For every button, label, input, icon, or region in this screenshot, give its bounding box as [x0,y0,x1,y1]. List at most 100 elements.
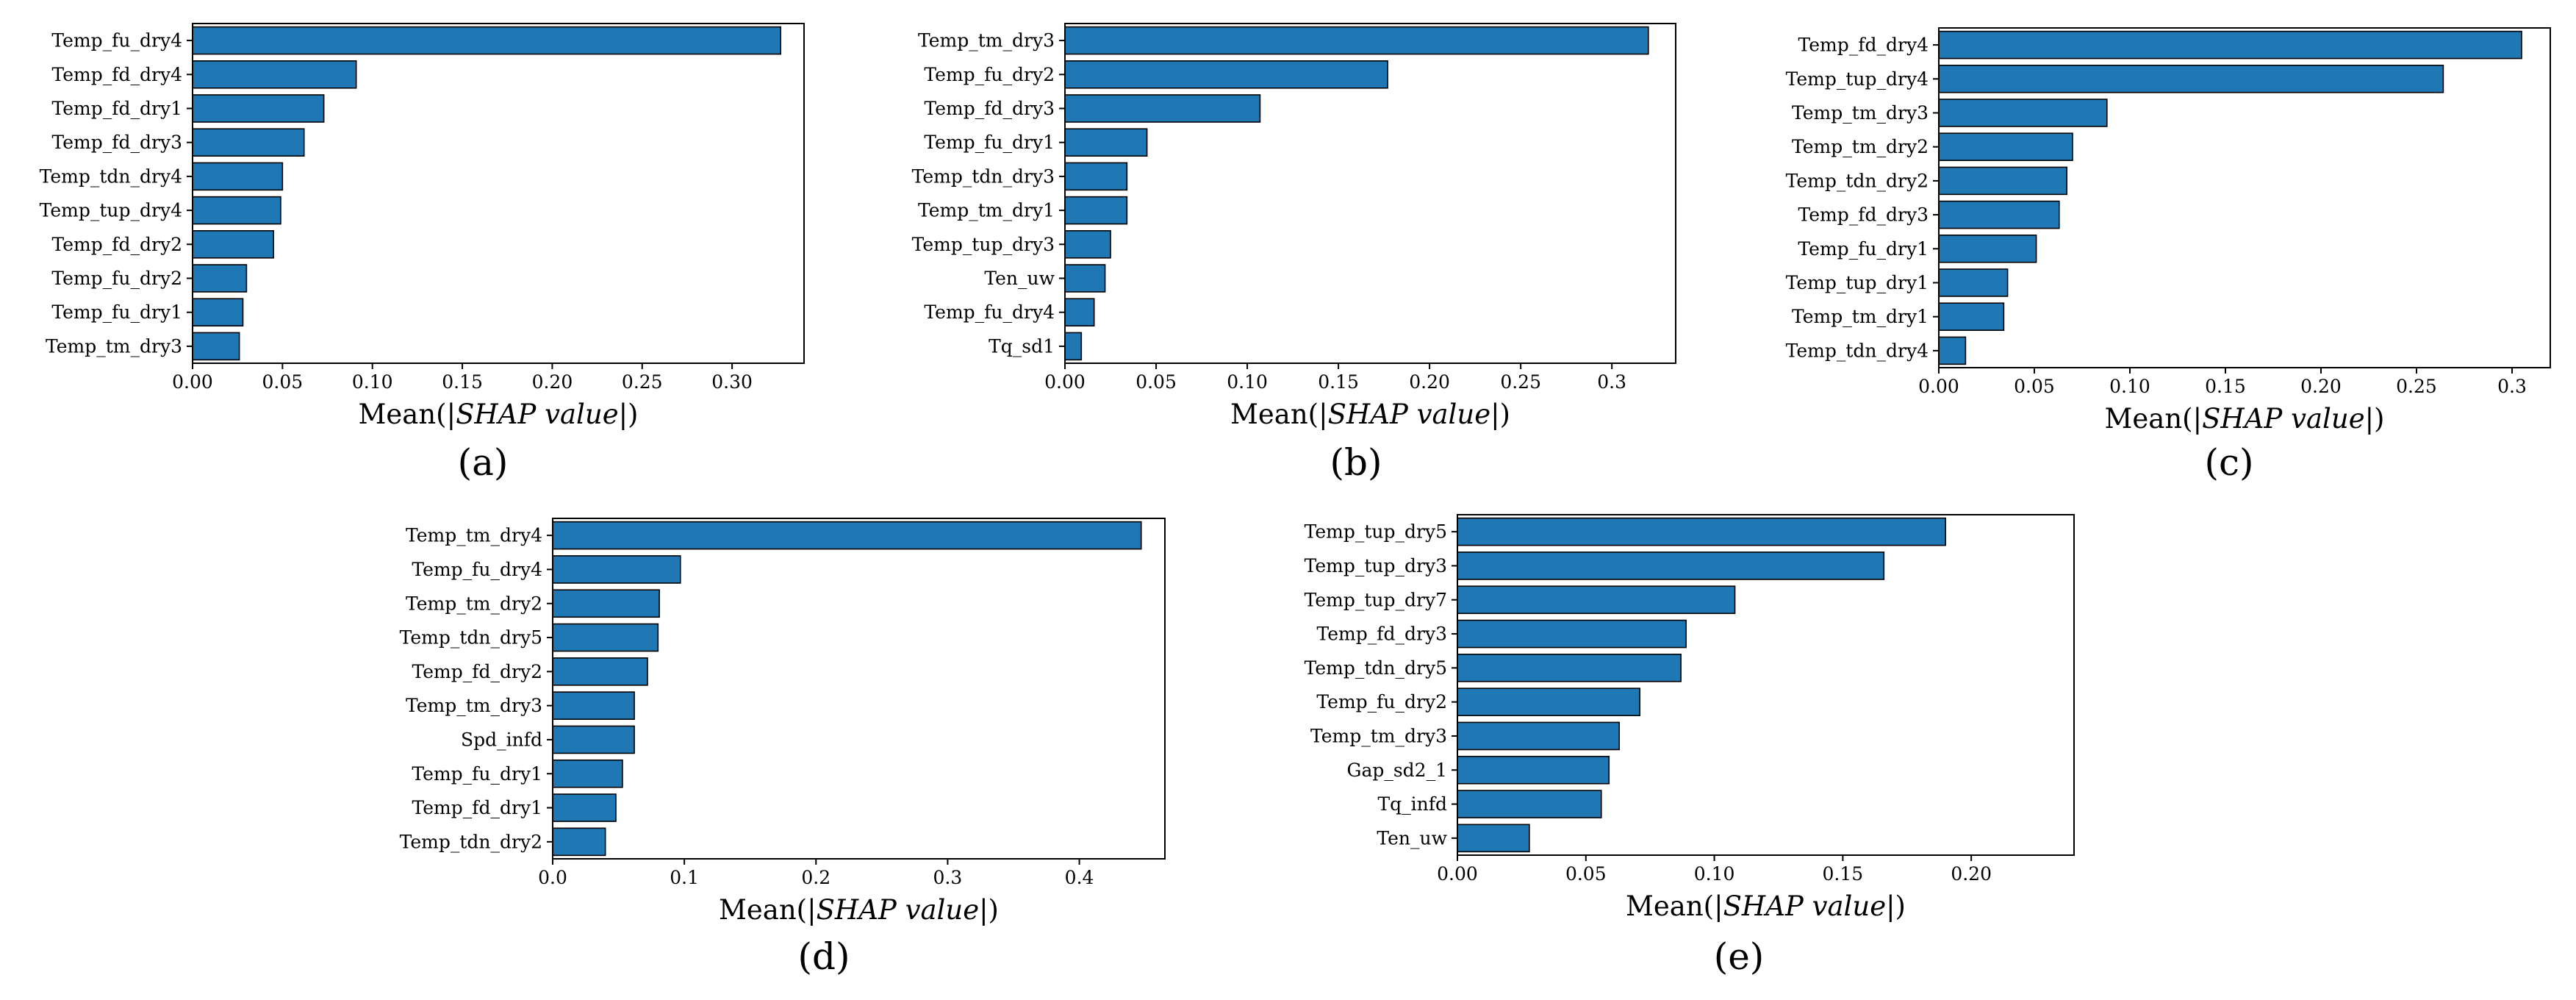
bar-e-8 [1457,790,1602,818]
ytick-label-c-3: Temp_tm_dry2 [1792,136,1929,157]
xtick-label-a-3: 0.15 [442,371,483,393]
bar-a-5 [192,196,281,225]
xtick-label-c-6: 0.3 [2497,376,2527,397]
xtick-label-c-1: 0.05 [2014,376,2055,397]
bar-c-5 [1938,200,2060,229]
ytick-label-a-1: Temp_fd_dry4 [52,64,182,85]
ytick-label-c-6: Temp_fu_dry1 [1798,238,1929,260]
bar-e-0 [1457,517,1947,546]
ytick-label-b-6: Temp_tup_dry3 [912,234,1055,255]
bar-d-9 [552,827,606,857]
panel-label-e: (e) [1714,935,1765,978]
ytick-label-b-2: Temp_fd_dry3 [925,98,1055,119]
xtick-label-a-4: 0.20 [532,371,573,393]
xtick-label-b-5: 0.25 [1500,371,1541,393]
x-axis-title-b: Mean(|SHAP value|) [1230,399,1510,430]
bar-a-9 [192,332,240,361]
ytick-label-b-9: Tq_sd1 [989,335,1055,357]
bar-b-0 [1064,26,1649,55]
bar-d-0 [552,521,1142,550]
ytick-label-e-9: Ten_uw [1377,827,1447,849]
bar-a-6 [192,230,274,259]
bar-a-3 [192,128,305,157]
ytick-label-a-5: Temp_tup_dry4 [40,200,182,221]
xtick-label-b-1: 0.05 [1135,371,1177,393]
bar-d-3 [552,623,659,652]
ytick-label-b-8: Temp_fu_dry4 [924,301,1055,323]
bar-b-6 [1064,230,1111,259]
xtick-label-a-2: 0.10 [352,371,393,393]
ytick-label-c-4: Temp_tdn_dry2 [1786,170,1929,191]
bar-d-7 [552,759,623,788]
xtick-label-b-3: 0.15 [1318,371,1359,393]
ytick-label-a-3: Temp_fd_dry3 [52,132,182,153]
ytick-label-b-5: Temp_tm_dry1 [918,200,1055,221]
ytick-label-e-4: Temp_tdn_dry5 [1305,657,1447,679]
x-axis-title-d: Mean(|SHAP value|) [719,894,999,926]
ytick-label-d-9: Temp_tdn_dry2 [400,831,542,852]
xtick-label-b-4: 0.20 [1409,371,1450,393]
ytick-label-e-8: Tq_infd [1377,793,1447,815]
ytick-label-e-1: Temp_tup_dry3 [1305,555,1447,576]
xtick-label-b-0: 0.00 [1044,371,1086,393]
bar-b-9 [1064,332,1083,361]
ytick-label-a-6: Temp_fd_dry2 [52,234,182,255]
xtick-label-d-3: 0.3 [933,867,963,888]
xtick-label-c-2: 0.10 [2109,376,2150,397]
plot-frame-a [192,23,805,364]
bar-e-9 [1457,824,1530,853]
ytick-label-b-0: Temp_tm_dry3 [918,30,1055,51]
ytick-label-e-6: Temp_tm_dry3 [1310,725,1447,746]
chart-panel-e: Temp_tup_dry5 Temp_tup_dry3 Temp_tup_dry7 T… [1305,514,2075,978]
xtick-label-e-1: 0.05 [1565,863,1607,885]
ytick-label-c-2: Temp_tm_dry3 [1792,102,1929,124]
bar-c-3 [1938,132,2073,161]
xtick-label-d-4: 0.4 [1065,867,1094,888]
bar-b-1 [1064,60,1388,89]
ytick-label-d-8: Temp_fd_dry1 [412,797,542,818]
bar-e-4 [1457,654,1682,682]
bar-c-1 [1938,65,2444,93]
chart-panel-a: Temp_fu_dry4 Temp_fd_dry4 Temp_fd_dry1 Temp… [40,23,805,484]
xtick-label-d-2: 0.2 [801,867,830,888]
xtick-label-c-3: 0.15 [2205,376,2246,397]
ytick-label-c-0: Temp_fd_dry4 [1798,35,1929,56]
plot-frame-c [1938,27,2551,368]
bar-b-5 [1064,196,1128,225]
xtick-label-c-4: 0.20 [2300,376,2342,397]
ytick-label-d-6: Spd_infd [461,729,542,750]
ytick-label-a-4: Temp_tdn_dry4 [40,165,182,187]
bar-d-1 [552,555,681,584]
ytick-label-d-1: Temp_fu_dry4 [412,559,542,580]
ytick-label-d-2: Temp_tm_dry2 [406,593,542,614]
bar-e-5 [1457,688,1641,716]
ytick-label-d-4: Temp_fd_dry2 [412,661,542,682]
ytick-label-e-3: Temp_fd_dry3 [1317,624,1447,645]
ytick-label-c-9: Temp_tdn_dry4 [1786,340,1929,361]
ytick-label-e-0: Temp_tup_dry5 [1305,521,1447,543]
bar-e-6 [1457,721,1621,751]
xtick-label-e-4: 0.20 [1951,863,1992,885]
bar-b-7 [1064,264,1106,293]
bar-c-6 [1938,235,2037,263]
ytick-label-b-7: Ten_uw [984,268,1055,289]
xtick-label-d-1: 0.1 [670,867,699,888]
ytick-label-d-0: Temp_tm_dry4 [406,525,542,546]
ytick-label-e-7: Gap_sd2_1 [1346,760,1447,781]
bar-a-4 [192,162,284,191]
bar-c-9 [1938,336,1967,365]
ytick-label-a-7: Temp_fu_dry2 [51,268,182,289]
ytick-label-b-3: Temp_fu_dry1 [924,132,1055,153]
bar-c-4 [1938,166,2067,196]
bar-c-8 [1938,302,2005,331]
chart-panel-c: Temp_fd_dry4 Temp_tup_dry4 Temp_tm_dry3 Tem… [1786,27,2551,484]
xtick-label-e-0: 0.00 [1437,863,1478,885]
bar-e-7 [1457,755,1610,785]
bar-d-5 [552,691,635,720]
ytick-label-e-2: Temp_tup_dry7 [1305,589,1447,610]
xtick-label-a-0: 0.00 [172,371,213,393]
ytick-label-c-8: Temp_tm_dry1 [1792,306,1929,327]
ytick-label-e-5: Temp_fu_dry2 [1316,691,1447,712]
xtick-label-b-2: 0.10 [1227,371,1268,393]
